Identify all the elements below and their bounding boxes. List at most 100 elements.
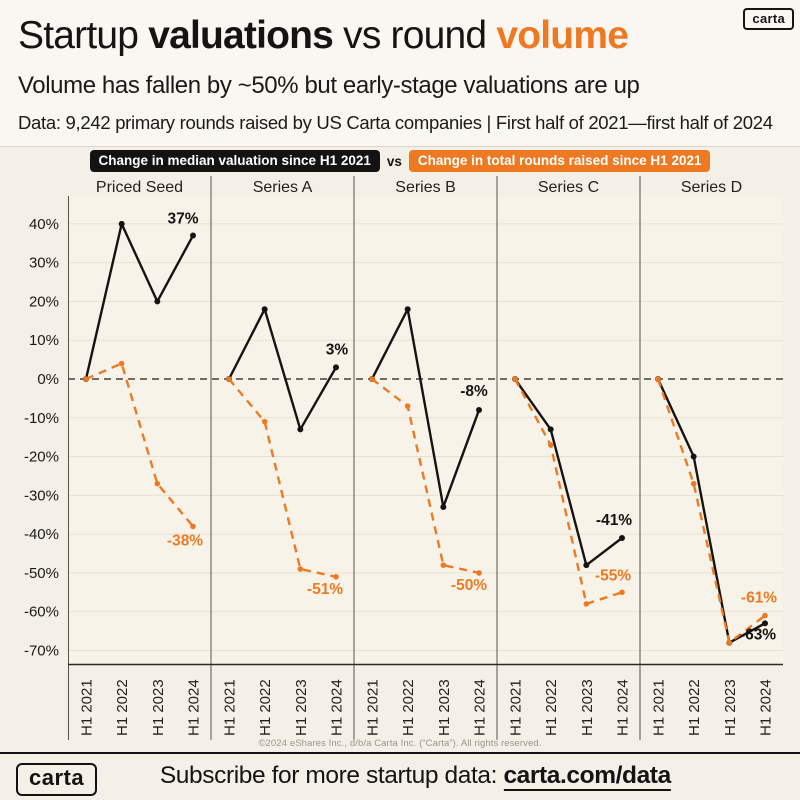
x-tick-label: H1 2022 (400, 679, 417, 736)
x-tick-label: H1 2023 (436, 679, 453, 736)
valuation-point (619, 534, 625, 541)
rounds-line (656, 378, 766, 644)
y-tick-label: -60% (24, 604, 59, 621)
rounds-point (440, 562, 447, 568)
valuation-line (514, 378, 623, 567)
panel-title: Series D (681, 179, 742, 196)
x-tick-label: H1 2021 (508, 679, 525, 736)
x-tick-label: H1 2024 (615, 679, 632, 736)
title-part-valuations: valuations (148, 14, 334, 57)
x-tick-label: H1 2023 (722, 679, 739, 736)
legend-rounds-pill: Change in total rounds raised since H1 2… (408, 150, 711, 172)
title-part-vs-round: vs round (333, 14, 497, 57)
rounds-line (513, 378, 623, 606)
panel-title: Series A (253, 179, 313, 196)
y-tick-label: -20% (24, 449, 59, 466)
carta-logo: carta (16, 763, 98, 796)
rounds-point (726, 639, 733, 646)
page-title: Startup valuations vs round volume (18, 14, 629, 58)
rounds-point (261, 418, 268, 425)
rounds-end-label: -55% (595, 567, 631, 584)
valuation-end-label: -41% (596, 512, 632, 529)
subscribe-prefix: Subscribe for more startup data: (159, 762, 504, 789)
rounds-line (228, 378, 337, 578)
valuation-line (656, 378, 766, 644)
x-tick-label: H1 2021 (222, 679, 239, 736)
rounds-line (371, 378, 480, 575)
data-source-note: Data: 9,242 primary rounds raised by US … (18, 112, 773, 133)
valuation-point (118, 220, 125, 227)
y-tick-label: -40% (24, 526, 59, 543)
title-part-startup: Startup (18, 14, 149, 57)
x-tick-label: H1 2021 (365, 679, 382, 736)
rounds-point (547, 442, 554, 448)
copyright-note: ©2024 eShares Inc., d/b/a Carta Inc. (“C… (258, 738, 542, 749)
rounds-end-label: -50% (451, 577, 487, 594)
rounds-line (85, 362, 194, 528)
x-tick-label: H1 2021 (651, 679, 668, 736)
header-divider (0, 146, 800, 147)
page-subtitle: Volume has fallen by ~50% but early-stag… (18, 72, 640, 99)
rounds-point (619, 589, 625, 596)
plot-background (68, 196, 783, 664)
y-tick-label: -70% (24, 642, 59, 659)
rounds-point (655, 376, 661, 382)
rounds-end-label: -51% (307, 581, 343, 598)
valuation-point (154, 298, 161, 305)
rounds-point (512, 376, 518, 382)
footer-divider (0, 752, 800, 754)
y-tick-label: 40% (29, 216, 59, 233)
x-tick-label: H1 2022 (543, 679, 560, 736)
rounds-point (476, 570, 482, 576)
valuation-point (583, 562, 590, 569)
valuation-point (476, 407, 482, 414)
rounds-point (404, 403, 411, 409)
panel-title: Series B (395, 179, 455, 196)
rounds-point (190, 523, 196, 530)
valuation-point (190, 232, 196, 239)
valuation-point (261, 306, 268, 313)
valuation-point (404, 306, 411, 313)
rounds-point (226, 376, 232, 382)
x-tick-label: H1 2023 (293, 679, 310, 736)
valuation-line (84, 222, 195, 380)
rounds-point (762, 612, 768, 619)
x-tick-label: H1 2021 (79, 679, 96, 736)
valuation-point (762, 620, 768, 627)
x-tick-label: H1 2024 (329, 679, 346, 736)
y-tick-label: 10% (29, 332, 59, 349)
y-tick-label: -50% (24, 565, 59, 582)
valuation-end-label: -63% (740, 626, 776, 643)
carta-badge-logo: carta (743, 8, 794, 30)
rounds-end-label: -61% (741, 590, 777, 607)
subscribe-link[interactable]: carta.com/data (503, 762, 671, 791)
x-tick-label: H1 2024 (758, 679, 775, 736)
rounds-point (118, 360, 125, 367)
rounds-point (297, 566, 304, 572)
footer-bar: carta Subscribe for more startup data: c… (0, 754, 800, 800)
rounds-point (369, 376, 375, 382)
valuation-line (227, 307, 338, 431)
x-tick-label: H1 2023 (150, 679, 167, 736)
legend-valuation-pill: Change in median valuation since H1 2021 (89, 150, 380, 172)
valuation-volume-chart: 40% 30% 20% 10% 0% -10% -20% -30% -40% -50% -60% -7… (24, 176, 783, 740)
valuation-end-label: 3% (326, 341, 349, 358)
subscribe-text: Subscribe for more startup data: carta.c… (159, 762, 671, 791)
x-tick-label: H1 2022 (114, 679, 131, 736)
x-tick-label: H1 2022 (686, 679, 703, 736)
panel-title: Priced Seed (96, 179, 183, 196)
legend-vs-label: vs (386, 153, 402, 169)
legend: Change in median valuation since H1 2021… (0, 150, 800, 172)
rounds-point (333, 573, 339, 580)
valuation-point (547, 426, 554, 433)
valuation-point (297, 426, 304, 433)
panel-title: Series C (538, 179, 599, 196)
y-tick-label: -30% (24, 487, 59, 504)
x-tick-label: H1 2024 (472, 679, 489, 736)
y-tick-label: -10% (24, 410, 59, 427)
valuation-point (333, 364, 339, 371)
x-tick-label: H1 2023 (579, 679, 596, 736)
y-tick-label: 0% (37, 371, 59, 388)
rounds-end-label: -38% (167, 532, 203, 549)
valuation-line (370, 307, 481, 509)
